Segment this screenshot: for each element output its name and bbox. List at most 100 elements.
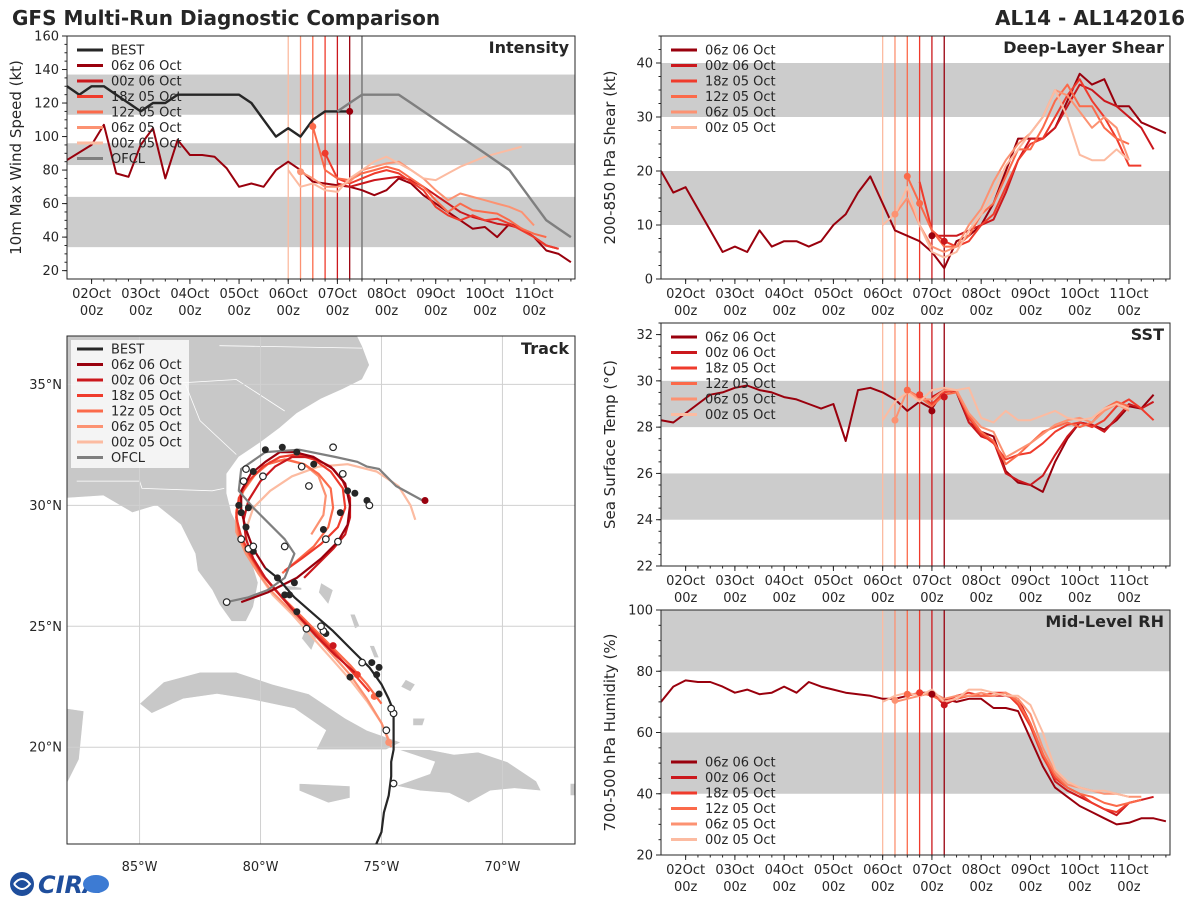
x-tick-sublabel: 00z xyxy=(674,880,698,895)
puerto-rico-island xyxy=(569,783,575,796)
x-tick-sublabel: 00z xyxy=(674,591,698,606)
track-best xyxy=(264,567,395,844)
track-fix-point xyxy=(336,509,344,517)
x-tick-label: 05Oct xyxy=(220,287,259,302)
track-init-point-00z-06-oct xyxy=(329,642,337,650)
x-tick-label: 03Oct xyxy=(715,574,754,589)
y-tick-label: 28 xyxy=(636,421,653,436)
acklins-island xyxy=(400,679,416,692)
rh-panel: 20 40 60 80 100 02Oct 00z 03Oct 00z 04Oct 00z 05Oct… xyxy=(601,604,1171,895)
y-tick-label: 60 xyxy=(636,726,653,741)
cira-logo: CIRA xyxy=(10,871,109,899)
legend-label: 18z 05 Oct xyxy=(111,389,182,404)
track-fix-point xyxy=(286,591,294,599)
track-forecast-point xyxy=(387,704,396,713)
init-point-12z-05-oct xyxy=(309,122,317,130)
x-tick-label: 06Oct xyxy=(269,287,308,302)
x-tick-label: 07Oct xyxy=(912,574,951,589)
series-line-00z-05-oct xyxy=(287,145,522,193)
panel-title: SST xyxy=(1131,325,1164,344)
series-line-06z-05-oct xyxy=(894,89,1130,253)
y-tick-label: 40 xyxy=(636,57,653,72)
track-forecast-point xyxy=(249,542,258,551)
y-tick-label: 30 xyxy=(636,374,653,389)
legend-label: 00z 05 Oct xyxy=(705,833,776,848)
track-fix-point xyxy=(375,663,383,671)
lon-tick-label: 70°W xyxy=(484,860,520,875)
track-fix-point xyxy=(346,673,354,681)
legend-label: 00z 05 Oct xyxy=(111,436,182,451)
x-tick-sublabel: 00z xyxy=(1019,880,1043,895)
series-line-00z-05-oct xyxy=(882,688,1130,798)
x-tick-label: 04Oct xyxy=(170,287,209,302)
init-point-06z-06-oct xyxy=(346,107,354,115)
x-tick-sublabel: 00z xyxy=(375,304,399,319)
x-tick-label: 09Oct xyxy=(1011,574,1050,589)
x-tick-sublabel: 00z xyxy=(920,880,944,895)
y-tick-label: 100 xyxy=(628,604,653,619)
x-tick-sublabel: 00z xyxy=(969,304,993,319)
x-tick-sublabel: 00z xyxy=(424,304,448,319)
track-fix-point xyxy=(244,504,252,512)
x-tick-sublabel: 00z xyxy=(1117,880,1141,895)
figure-title: GFS Multi-Run Diagnostic Comparison xyxy=(12,6,440,30)
lat-tick-label: 25°N xyxy=(29,620,62,635)
track-fix-point xyxy=(249,467,257,475)
x-tick-sublabel: 00z xyxy=(277,304,301,319)
y-tick-label: 30 xyxy=(636,111,653,126)
logo-swirl xyxy=(13,878,32,890)
legend-label: 06z 05 Oct xyxy=(705,106,776,121)
legend-label: 18z 05 Oct xyxy=(705,787,776,802)
threshold-band xyxy=(661,610,1170,672)
init-point-06z-05-oct xyxy=(297,168,305,176)
x-tick-label: 07Oct xyxy=(318,287,357,302)
legend-label: 06z 05 Oct xyxy=(705,393,776,408)
track-forecast-point xyxy=(338,469,347,478)
init-point-00z-06-oct xyxy=(940,393,948,401)
y-axis-label: 700-500 hPa Humidity (%) xyxy=(601,633,619,831)
x-tick-label: 03Oct xyxy=(715,863,754,878)
inagua-island xyxy=(412,717,426,726)
legend-label: 00z 05 Oct xyxy=(705,121,776,136)
track-fix-point xyxy=(293,608,301,616)
lon-tick-label: 75°W xyxy=(364,860,400,875)
track-fix-point xyxy=(351,489,359,497)
track-fix-point xyxy=(235,501,243,509)
hispaniola-island xyxy=(393,749,542,804)
x-tick-sublabel: 00z xyxy=(1068,304,1092,319)
track-forecast-point xyxy=(242,465,250,473)
x-tick-label: 08Oct xyxy=(962,574,1001,589)
state-border xyxy=(76,480,225,492)
x-tick-label: 11Oct xyxy=(1109,863,1148,878)
legend-label: OFCL xyxy=(111,451,146,466)
y-tick-label: 22 xyxy=(636,560,653,575)
x-tick-sublabel: 00z xyxy=(871,304,895,319)
init-point-18z-05-oct xyxy=(916,391,924,399)
track-forecast-point xyxy=(358,658,367,667)
legend-label: 00z 06 Oct xyxy=(111,75,182,90)
x-tick-label: 02Oct xyxy=(666,574,705,589)
track-end-point xyxy=(421,496,429,504)
track-forecast-point xyxy=(389,779,398,788)
y-tick-label: 26 xyxy=(636,467,653,482)
plot-frame xyxy=(660,322,1171,567)
x-tick-sublabel: 00z xyxy=(969,591,993,606)
x-tick-label: 11Oct xyxy=(1109,574,1148,589)
init-point-12z-05-oct xyxy=(916,199,924,207)
threshold-band xyxy=(661,473,1170,520)
init-point-06z-06-oct xyxy=(928,407,936,415)
track-fix-point xyxy=(293,448,301,456)
lat-tick-label: 30°N xyxy=(29,499,62,514)
legend-label: 18z 05 Oct xyxy=(705,362,776,377)
x-tick-sublabel: 00z xyxy=(1068,880,1092,895)
track-fix-point xyxy=(242,523,250,531)
x-tick-label: 05Oct xyxy=(814,574,853,589)
legend-label: 06z 06 Oct xyxy=(111,358,182,373)
y-tick-label: 40 xyxy=(42,231,59,246)
track-forecast-point xyxy=(237,535,246,544)
jamaica-island xyxy=(298,783,351,804)
x-tick-sublabel: 00z xyxy=(522,304,546,319)
init-point-00z-06-oct xyxy=(940,237,948,245)
x-tick-label: 09Oct xyxy=(416,287,455,302)
